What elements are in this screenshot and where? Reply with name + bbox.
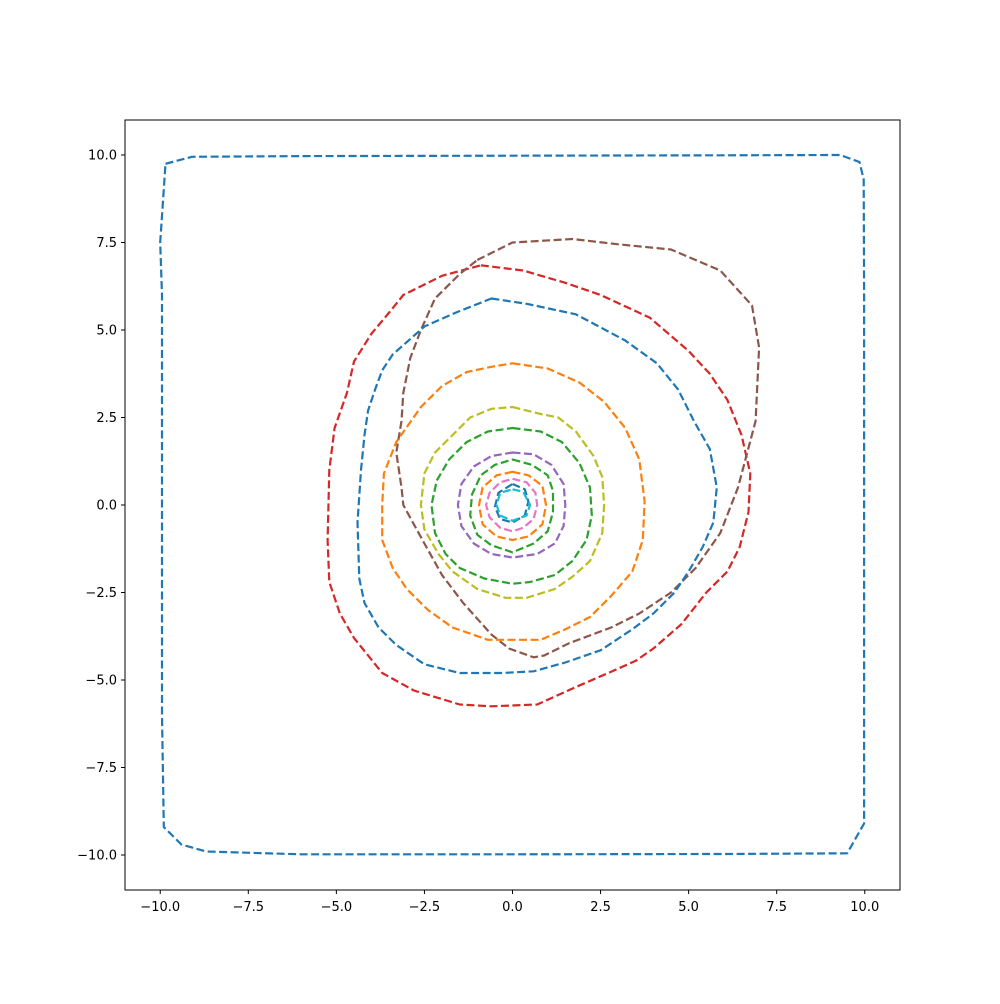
y-tick-label: −5.0 bbox=[85, 674, 117, 689]
x-tick-label: −7.5 bbox=[233, 900, 265, 915]
y-tick-label: 2.5 bbox=[96, 411, 117, 426]
x-tick-label: −2.5 bbox=[409, 900, 441, 915]
contour-line-11 bbox=[485, 477, 539, 533]
x-tick-label: 10.0 bbox=[850, 900, 879, 915]
x-tick-label: 2.5 bbox=[590, 900, 611, 915]
y-tick-label: −10.0 bbox=[77, 849, 117, 864]
y-tick-label: 7.5 bbox=[96, 236, 117, 251]
contour-line-13 bbox=[495, 488, 532, 522]
contour-line-2 bbox=[326, 264, 752, 708]
plot-area-frame bbox=[124, 119, 901, 891]
y-tick-label: −7.5 bbox=[85, 761, 117, 776]
x-tick-label: 7.5 bbox=[766, 900, 787, 915]
x-tick-label: 0.0 bbox=[502, 900, 523, 915]
contour-line-6 bbox=[419, 405, 606, 599]
y-tick-label: 10.0 bbox=[88, 149, 117, 164]
contour-line-5 bbox=[381, 362, 646, 641]
x-axis: −10.0 −7.5 −5.0 −2.5 0.0 2.5 5.0 7.5 10.0 bbox=[140, 890, 879, 915]
contour-line-3 bbox=[395, 237, 761, 659]
contour-line-1 bbox=[159, 153, 866, 856]
series-layer bbox=[159, 153, 866, 856]
y-tick-label: 0.0 bbox=[96, 499, 117, 514]
contour-line-4 bbox=[356, 297, 718, 675]
x-tick-label: −5.0 bbox=[321, 900, 353, 915]
contour-line-12 bbox=[493, 482, 530, 524]
x-tick-label: 5.0 bbox=[678, 900, 699, 915]
contour-line-10 bbox=[477, 470, 548, 542]
x-tick-label: −10.0 bbox=[140, 900, 180, 915]
y-axis: −10.0 −7.5 −5.0 −2.5 0.0 2.5 5.0 7.5 10.0 bbox=[77, 149, 125, 864]
contour-line-7 bbox=[430, 426, 593, 585]
y-tick-label: −2.5 bbox=[85, 586, 117, 601]
y-tick-label: 5.0 bbox=[96, 324, 117, 339]
contour-line-9 bbox=[469, 458, 555, 554]
